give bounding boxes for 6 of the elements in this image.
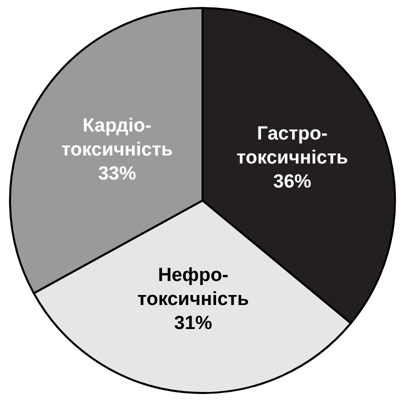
data-label: 33%	[98, 163, 136, 184]
slice-label: Нефро-токсичність	[137, 264, 249, 310]
slice-label: Кардіо-токсичність	[61, 115, 173, 160]
data-label: 36%	[273, 172, 312, 193]
data-label: 31%	[174, 312, 212, 334]
slice-label: Гастро-токсичність	[236, 124, 348, 169]
